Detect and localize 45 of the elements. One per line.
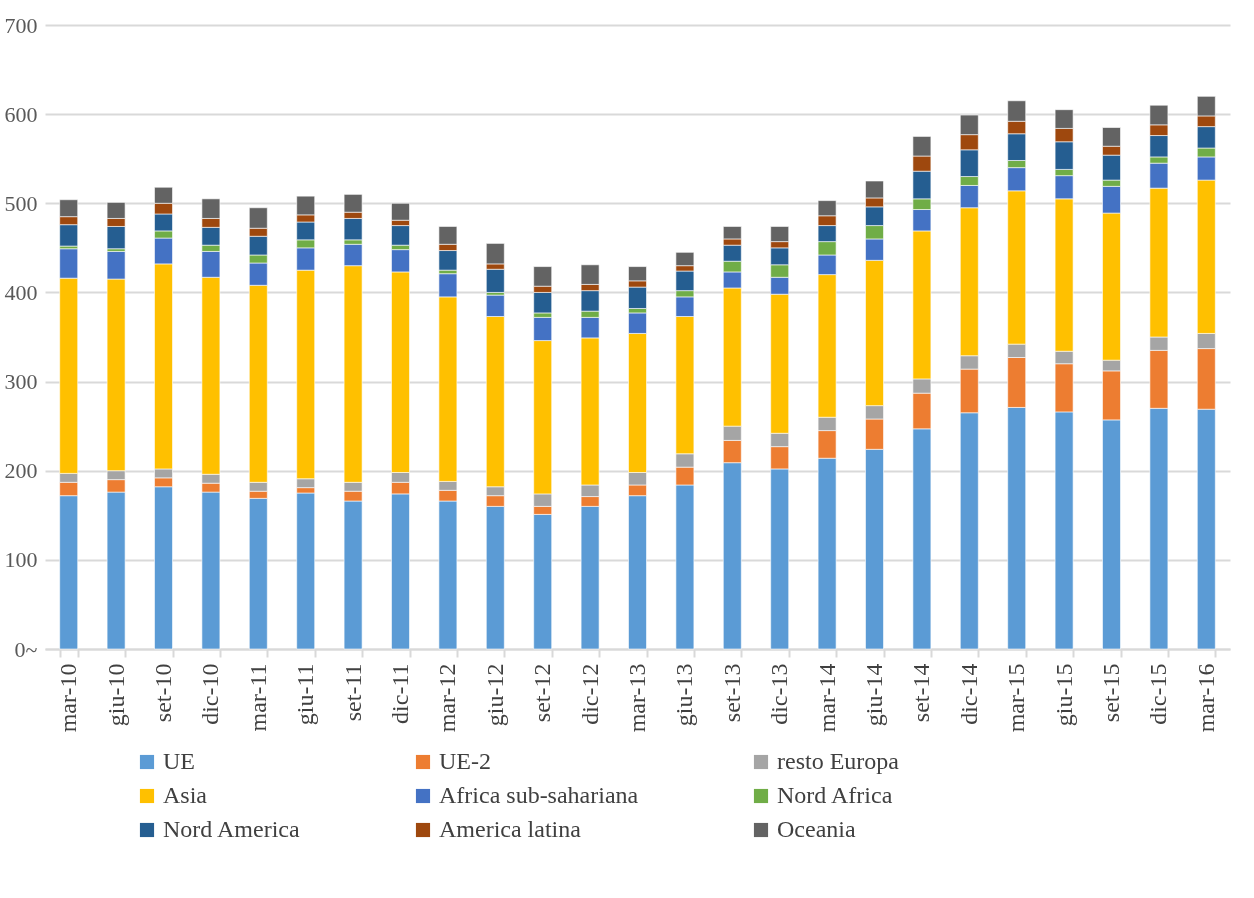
x-tick-label: giu-12 (481, 663, 508, 727)
x-tick-label: giu-14 (861, 663, 887, 727)
legend-label: Africa sub-sahariana (439, 782, 639, 808)
x-tick-label: mar-13 (624, 663, 650, 733)
x-tick-label: set-11 (339, 663, 366, 722)
x-tick-label: giu-10 (102, 663, 129, 727)
x-tick-label: giu-15 (1050, 663, 1077, 727)
y-tick-label: 700 (4, 12, 38, 38)
x-tick-label: set-10 (150, 663, 176, 723)
legend-label: UE-2 (439, 748, 491, 774)
x-tick-label: set-13 (718, 663, 745, 723)
legend-label: Nord America (163, 816, 300, 842)
legend-label: America latina (439, 816, 582, 842)
legend-label: UE (163, 748, 195, 774)
y-tick-label: 100 (4, 547, 38, 573)
x-tick-label: mar-14 (813, 663, 840, 733)
y-tick-label: 600 (4, 101, 38, 127)
x-tick-label: set-14 (908, 663, 935, 723)
legend-label: Oceania (777, 816, 856, 842)
bar (485, 268, 505, 293)
x-tick-label: mar-15 (1003, 663, 1030, 733)
x-tick-label: giu-13 (671, 663, 698, 727)
y-tick-label: 200 (4, 458, 38, 484)
x-tick-label: dic-13 (766, 663, 793, 725)
x-tick-label: dic-10 (197, 663, 224, 725)
legend-label: Nord Africa (777, 782, 893, 808)
x-tick-label: mar-10 (55, 663, 82, 733)
y-tick-label: 500 (4, 190, 38, 216)
x-tick-label: set-15 (1098, 663, 1124, 723)
x-tick-label: mar-12 (434, 663, 461, 733)
bar (296, 492, 316, 650)
x-tick-label: dic-12 (576, 663, 603, 725)
y-tick-label: 300 (4, 369, 38, 395)
x-tick-label: dic-14 (955, 663, 982, 725)
x-tick-label: mar-11 (244, 663, 271, 732)
x-tick-label: mar-16 (1192, 663, 1219, 733)
y-tick-label: 400 (4, 279, 38, 305)
bar (391, 225, 410, 246)
y-tick-label: 0~ (14, 636, 38, 662)
legend-label: resto Europa (777, 748, 900, 774)
x-tick-label: dic-15 (1145, 663, 1172, 725)
x-tick-label: giu-11 (292, 663, 319, 726)
legend-label: Asia (163, 782, 208, 808)
x-tick-label: dic-11 (387, 663, 413, 724)
x-tick-label: set-12 (529, 663, 556, 723)
